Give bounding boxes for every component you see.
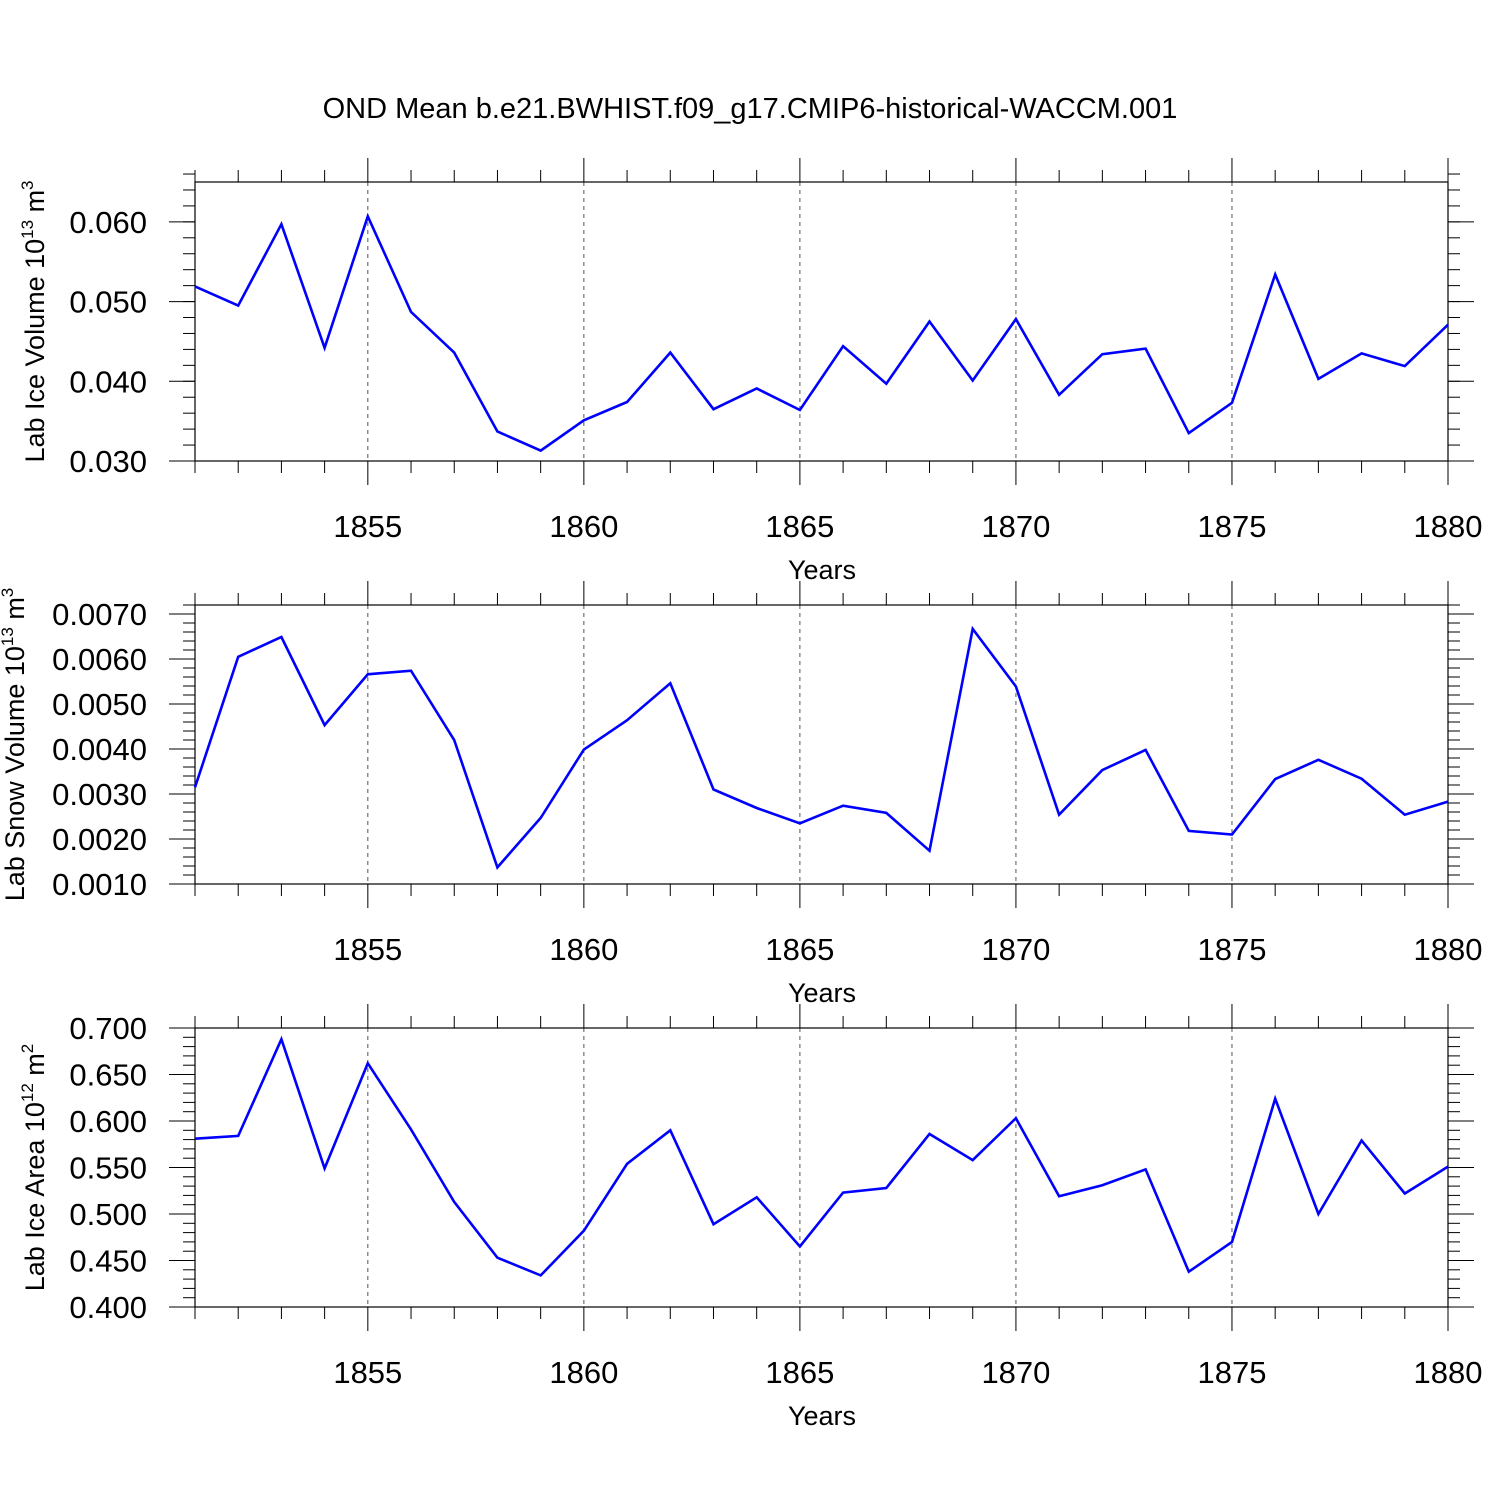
x-axis-label: Years: [788, 1401, 856, 1431]
x-tick-label: 1870: [981, 1355, 1050, 1390]
y-tick-label: 0.550: [69, 1151, 147, 1186]
panel-2: 0.0010 0.0020 0.0030 0.0040 0.0050 0.0060 0.00…: [0, 581, 1482, 1008]
plot-frame: [194, 1027, 1449, 1308]
y-tick-label: 0.0050: [52, 687, 147, 722]
x-tick-label: 1875: [1197, 509, 1266, 544]
y-tick-label: 0.060: [69, 205, 147, 240]
y-tick-label: 0.0060: [52, 642, 147, 677]
x-tick-label: 1855: [333, 932, 402, 967]
series-line: [194, 212, 1449, 453]
y-tick-label: 0.0030: [52, 777, 147, 812]
x-tick-label: 1880: [1414, 509, 1483, 544]
chart-panels: 0.030 0.040 0.050 0.060 1855 1860 1865 1870 1875…: [0, 158, 1482, 1431]
x-tick-label: 1860: [549, 1355, 618, 1390]
x-tick-label: 1870: [981, 509, 1050, 544]
panel-1: 0.030 0.040 0.050 0.060 1855 1860 1865 1870 1875…: [18, 158, 1482, 585]
x-tick-label: 1855: [333, 1355, 402, 1390]
y-tick-label: 0.450: [69, 1244, 147, 1279]
series-line: [194, 1035, 1449, 1277]
plot-frame: [194, 181, 1449, 462]
y-tick-label: 0.040: [69, 364, 147, 399]
x-tick-label: 1865: [765, 932, 834, 967]
x-tick-label: 1880: [1414, 1355, 1483, 1390]
y-tick-label: 0.400: [69, 1290, 147, 1325]
x-tick-label: 1865: [765, 509, 834, 544]
x-tick-label: 1855: [333, 509, 402, 544]
y-tick-label: 0.0020: [52, 822, 147, 857]
y-tick-label: 0.050: [69, 285, 147, 320]
x-axis-label: Years: [788, 978, 856, 1008]
y-axis-label: Lab Ice Volume 1013 m3: [18, 180, 50, 462]
y-tick-label: 0.650: [69, 1058, 147, 1093]
y-tick-label: 0.700: [69, 1011, 147, 1046]
x-tick-label: 1860: [549, 932, 618, 967]
y-tick-label: 0.030: [69, 444, 147, 479]
chart-title: OND Mean b.e21.BWHIST.f09_g17.CMIP6-hist…: [323, 93, 1178, 125]
panel-3: 0.400 0.450 0.500 0.550 0.600 0.650 0.700 1855 1…: [18, 1004, 1482, 1431]
plot-frame: [194, 604, 1449, 885]
y-axis-label: Lab Ice Area 1012 m2: [18, 1044, 50, 1292]
y-tick-label: 0.0070: [52, 597, 147, 632]
x-tick-label: 1860: [549, 509, 618, 544]
x-axis-label: Years: [788, 555, 856, 585]
x-tick-label: 1865: [765, 1355, 834, 1390]
y-tick-label: 0.500: [69, 1197, 147, 1232]
y-tick-label: 0.0040: [52, 732, 147, 767]
x-tick-label: 1875: [1197, 1355, 1266, 1390]
x-tick-label: 1875: [1197, 932, 1266, 967]
y-tick-label: 0.600: [69, 1104, 147, 1139]
x-tick-label: 1880: [1414, 932, 1483, 967]
y-axis-label: Lab Snow Volume 1013 m3: [0, 588, 30, 902]
x-tick-label: 1870: [981, 932, 1050, 967]
series-line: [193, 625, 1449, 870]
y-tick-label: 0.0010: [52, 867, 147, 902]
